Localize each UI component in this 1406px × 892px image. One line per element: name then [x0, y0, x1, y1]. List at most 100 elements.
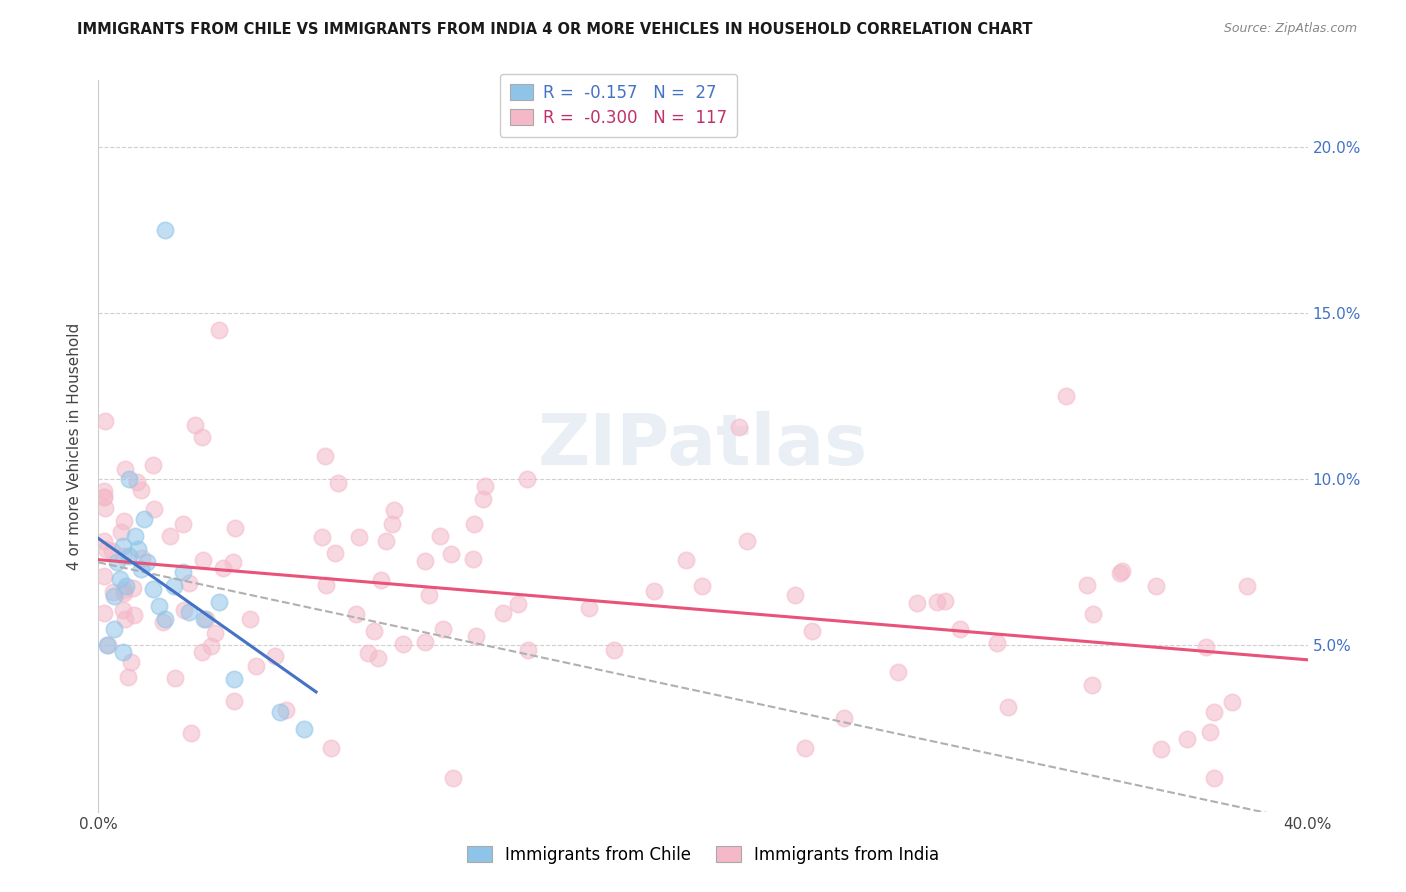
Point: [117, 670, 139, 684]
Point: [118, 472, 141, 486]
Point: [172, 516, 194, 531]
Point: [239, 612, 262, 626]
Point: [321, 740, 343, 755]
Point: [801, 624, 824, 638]
Point: [105, 555, 128, 569]
Point: [690, 579, 713, 593]
Point: [224, 672, 246, 686]
Point: [193, 612, 215, 626]
Point: [997, 699, 1019, 714]
Point: [1220, 695, 1243, 709]
Point: [245, 659, 267, 673]
Point: [94, 414, 117, 428]
Point: [124, 529, 146, 543]
Point: [114, 612, 136, 626]
Point: [326, 476, 349, 491]
Point: [344, 607, 367, 622]
Point: [432, 622, 454, 636]
Point: [112, 515, 135, 529]
Point: [832, 710, 855, 724]
Point: [675, 552, 697, 566]
Point: [204, 626, 226, 640]
Legend: R =  -0.157   N =  27, R =  -0.300   N =  117: R = -0.157 N = 27, R = -0.300 N = 117: [499, 74, 737, 136]
Point: [374, 533, 396, 548]
Point: [471, 492, 494, 507]
Point: [193, 553, 215, 567]
Point: [111, 645, 134, 659]
Point: [315, 577, 337, 591]
Point: [122, 608, 145, 623]
Point: [1111, 564, 1133, 578]
Point: [463, 516, 485, 531]
Point: [111, 539, 134, 553]
Point: [122, 581, 145, 595]
Point: [208, 595, 231, 609]
Point: [314, 449, 336, 463]
Point: [127, 542, 149, 557]
Point: [131, 551, 153, 566]
Point: [508, 598, 530, 612]
Point: [602, 642, 624, 657]
Y-axis label: 4 or more Vehicles in Household: 4 or more Vehicles in Household: [67, 322, 83, 570]
Point: [441, 772, 464, 786]
Point: [1202, 772, 1225, 786]
Point: [127, 475, 149, 490]
Point: [93, 491, 115, 505]
Point: [925, 595, 948, 609]
Point: [172, 566, 194, 580]
Point: [103, 585, 125, 599]
Point: [153, 612, 176, 626]
Point: [1054, 389, 1077, 403]
Point: [413, 554, 436, 568]
Point: [93, 534, 115, 549]
Point: [1144, 579, 1167, 593]
Text: ZIPatlas: ZIPatlas: [538, 411, 868, 481]
Point: [516, 472, 538, 486]
Point: [1236, 579, 1258, 593]
Point: [108, 572, 131, 586]
Point: [367, 650, 389, 665]
Point: [492, 606, 515, 620]
Point: [357, 646, 380, 660]
Point: [323, 546, 346, 560]
Point: [1175, 731, 1198, 746]
Point: [112, 586, 135, 600]
Point: [191, 645, 214, 659]
Point: [276, 703, 298, 717]
Legend: Immigrants from Chile, Immigrants from India: Immigrants from Chile, Immigrants from I…: [460, 839, 946, 871]
Point: [413, 635, 436, 649]
Point: [208, 323, 231, 337]
Point: [129, 562, 152, 576]
Point: [382, 503, 405, 517]
Point: [180, 726, 202, 740]
Point: [110, 524, 132, 539]
Point: [474, 479, 496, 493]
Point: [463, 551, 485, 566]
Point: [96, 639, 118, 653]
Point: [222, 694, 245, 708]
Point: [94, 542, 117, 557]
Point: [152, 615, 174, 629]
Point: [177, 576, 200, 591]
Point: [1195, 640, 1218, 655]
Point: [263, 649, 285, 664]
Point: [363, 624, 385, 639]
Point: [179, 605, 201, 619]
Text: IMMIGRANTS FROM CHILE VS IMMIGRANTS FROM INDIA 4 OR MORE VEHICLES IN HOUSEHOLD C: IMMIGRANTS FROM CHILE VS IMMIGRANTS FROM…: [77, 22, 1033, 37]
Point: [887, 665, 910, 679]
Point: [370, 573, 392, 587]
Point: [148, 599, 170, 613]
Point: [93, 490, 115, 504]
Point: [1199, 725, 1222, 739]
Point: [347, 530, 370, 544]
Point: [114, 461, 136, 475]
Point: [114, 579, 136, 593]
Point: [429, 529, 451, 543]
Point: [905, 596, 928, 610]
Point: [120, 655, 142, 669]
Text: Source: ZipAtlas.com: Source: ZipAtlas.com: [1223, 22, 1357, 36]
Point: [111, 602, 134, 616]
Point: [200, 640, 222, 654]
Point: [783, 588, 806, 602]
Point: [1083, 607, 1105, 621]
